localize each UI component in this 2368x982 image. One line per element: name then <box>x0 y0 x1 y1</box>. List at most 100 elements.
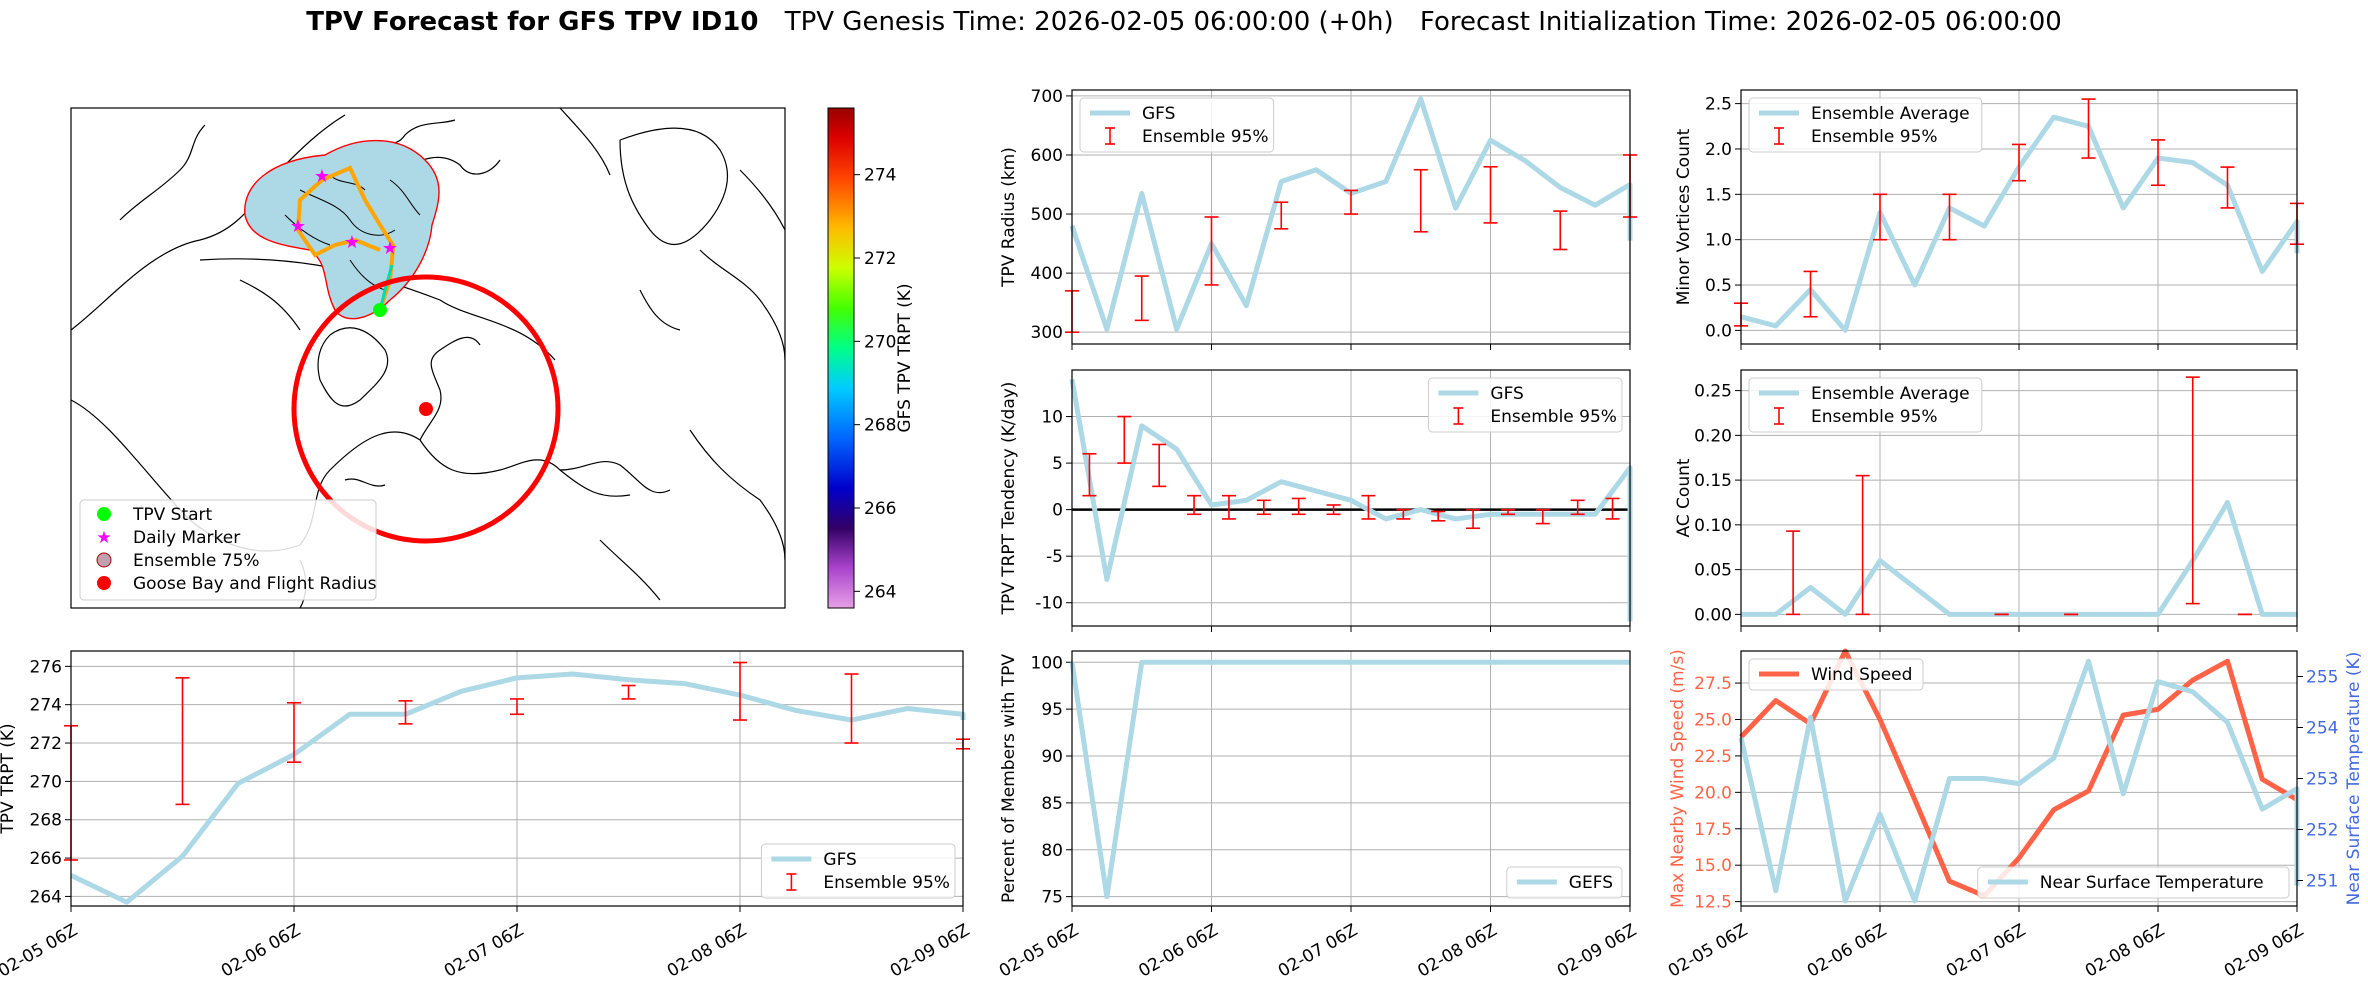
y-tick-label: 0.15 <box>1694 471 1732 491</box>
legend-label: Ensemble Average <box>1811 384 1970 404</box>
y-tick-label: 600 <box>1031 146 1063 166</box>
y-tick-label: 0.10 <box>1694 516 1732 536</box>
colorbar-tick-label: 268 <box>864 416 896 436</box>
chart-wind_temp: 02-05 06Z 02-06 06Z 02-07 06Z 02-08 06Z 02-0… <box>1665 648 2364 982</box>
x-tick-label: 02-09 06Z <box>1554 920 1640 981</box>
legend-label: Wind Speed <box>1811 665 1912 685</box>
x-tick-label: 02-06 06Z <box>218 920 304 981</box>
colorbar-tick-label: 272 <box>864 249 896 269</box>
y-tick-label: 0.00 <box>1694 605 1732 625</box>
axes-frame <box>70 650 964 907</box>
legend-label: Goose Bay and Flight Radius <box>133 574 377 594</box>
chart-legend: GFS Ensemble 95% <box>1427 377 1623 433</box>
colorbar-tick-label: 270 <box>864 332 896 352</box>
x-tick-label: 02-06 06Z <box>1135 920 1221 981</box>
axes-frame <box>1740 369 2298 627</box>
title-init-time: Forecast Initialization Time: 2026-02-05… <box>1420 7 2062 37</box>
chart-legend: Ensemble Average Ensemble 95% <box>1748 97 1983 153</box>
x-tick-label: 02-08 06Z <box>2082 920 2168 981</box>
y-tick-label: 1.5 <box>1705 185 1732 205</box>
y-tick-label: 2.5 <box>1705 95 1732 115</box>
error-bar <box>1152 443 1167 488</box>
chart-legend: Ensemble Average Ensemble 95% <box>1748 377 1983 433</box>
legend-label: Ensemble 95% <box>1811 127 1938 147</box>
axes-frame <box>1071 89 1631 345</box>
error-bar <box>1500 508 1515 516</box>
error-bar <box>844 673 859 744</box>
y-tick-label: 2.0 <box>1705 140 1732 160</box>
y-axis-label: AC Count <box>1674 458 1694 537</box>
y-tick-label: 272 <box>30 734 62 754</box>
y-axis-label: Percent of Members with TPV <box>999 654 1019 903</box>
y-tick-label: 264 <box>30 887 62 907</box>
axes-frame <box>1071 369 1631 627</box>
chart-trpt: 02-05 06Z 02-06 06Z 02-07 06Z 02-08 06Z 02-0… <box>0 650 973 982</box>
error-bar <box>2012 143 2026 182</box>
legend-label: Ensemble 95% <box>1811 407 1938 427</box>
legend-marker-star: ★ <box>96 528 111 548</box>
error-bar <box>1942 193 1957 241</box>
chart-legend: Wind Speed <box>1748 658 1924 691</box>
daily-marker-star: ★ <box>382 238 398 259</box>
y-tick-label: 10 <box>1041 408 1063 428</box>
legend-label: Ensemble 95% <box>823 873 950 893</box>
y-tick-label: 27.5 <box>1694 674 1732 694</box>
y-axis-label: Minor Vortices Count <box>1674 128 1694 305</box>
y-tick-label: 0 <box>1052 501 1063 521</box>
colorbar-label: GFS TPV TRPT (K) <box>895 283 915 432</box>
y-axis-label: TPV TRPT (K) <box>0 723 18 834</box>
colorbar: 264 266 268 270 272 274 GFS TPV TRPT (K) <box>827 107 915 609</box>
y-tick-label: 300 <box>1031 323 1063 343</box>
axes-frame <box>1071 650 1631 907</box>
y-right-tick-label: 254 <box>2306 719 2338 739</box>
colorbar-tick-label: 274 <box>864 166 896 186</box>
error-bar <box>1117 415 1132 464</box>
y-tick-label: 20.0 <box>1694 783 1732 803</box>
error-bar <box>1570 499 1585 516</box>
error-bar <box>1466 508 1481 530</box>
error-bar <box>621 684 636 700</box>
error-bar <box>1274 201 1289 230</box>
legend-box <box>1748 658 1924 691</box>
chart-legend: GEFS <box>1506 866 1623 899</box>
goose-bay-marker <box>419 402 433 416</box>
title-genesis-time: TPV Genesis Time: 2026-02-05 06:00:00 (+… <box>784 7 1394 37</box>
x-tick-label: 02-09 06Z <box>887 920 973 981</box>
y-tick-label: 500 <box>1031 205 1063 225</box>
y-tick-label: 80 <box>1041 841 1063 861</box>
axes-frame <box>1740 89 2298 345</box>
y-tick-label: 75 <box>1041 888 1063 908</box>
map-legend: TPV Start ★ Daily Marker Ensemble 75% Goose … <box>79 499 377 601</box>
legend-label: Near Surface Temperature <box>2040 873 2264 893</box>
legend-label: Daily Marker <box>133 528 240 548</box>
legend-box <box>1506 866 1623 899</box>
x-tick-label: 02-07 06Z <box>1943 920 2029 981</box>
legend-label: Ensemble 75% <box>133 551 260 571</box>
y-axis-label: TPV Radius (km) <box>999 147 1019 288</box>
x-tick-label: 02-05 06Z <box>0 920 81 981</box>
y-axis-label: Max Nearby Wind Speed (m/s) <box>1668 649 1688 908</box>
y-tick-label: 270 <box>30 772 62 792</box>
y-right-tick-label: 253 <box>2306 770 2338 790</box>
chart-legend: GFS Ensemble 95% <box>1079 97 1275 153</box>
error-bar <box>1326 504 1341 516</box>
chart-percent: 02-05 06Z 02-06 06Z 02-07 06Z 02-08 06Z 02-0… <box>996 650 1640 982</box>
y-tick-label: 274 <box>30 696 62 716</box>
series-line <box>1069 659 1630 900</box>
y-tick-label: 15.0 <box>1694 856 1732 876</box>
y-tick-label: 5 <box>1052 454 1063 474</box>
error-bar <box>2081 98 2096 159</box>
legend-label: TPV Start <box>132 505 213 525</box>
x-tick-label: 02-09 06Z <box>2221 920 2307 981</box>
error-bar <box>1204 216 1219 286</box>
legend-marker-circle <box>96 552 112 568</box>
error-bar <box>175 677 190 806</box>
chart-legend: Near Surface Temperature <box>1977 866 2290 899</box>
y-axis-label: TPV TRPT Tendency (K/day) <box>999 382 1019 616</box>
error-bar <box>2220 166 2235 209</box>
y-tick-label: 0.20 <box>1694 426 1732 446</box>
error-bar <box>1803 270 1818 318</box>
error-bar <box>1082 452 1097 497</box>
colorbar-tick-label: 264 <box>864 582 896 602</box>
